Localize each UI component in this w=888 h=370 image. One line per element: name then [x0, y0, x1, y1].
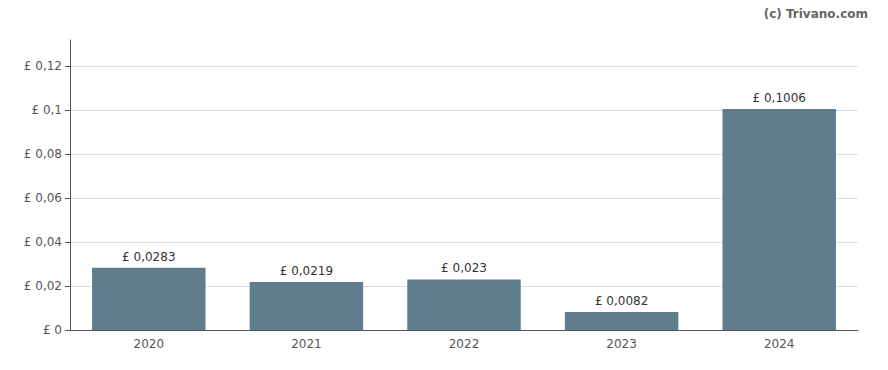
- svg-text:2023: 2023: [606, 337, 637, 351]
- svg-text:£ 0,0219: £ 0,0219: [280, 264, 333, 278]
- svg-text:£ 0,023: £ 0,023: [441, 261, 487, 275]
- svg-text:£ 0: £ 0: [43, 323, 62, 337]
- svg-text:2024: 2024: [764, 337, 795, 351]
- svg-text:(c) Trivano.com: (c) Trivano.com: [764, 7, 868, 21]
- svg-text:£ 0,1006: £ 0,1006: [752, 91, 805, 105]
- svg-text:£ 0,04: £ 0,04: [24, 235, 62, 249]
- svg-text:2021: 2021: [291, 337, 322, 351]
- svg-text:£ 0,0283: £ 0,0283: [122, 250, 175, 264]
- svg-text:£ 0,08: £ 0,08: [24, 147, 62, 161]
- svg-text:£ 0,1: £ 0,1: [31, 103, 62, 117]
- svg-text:£ 0,0082: £ 0,0082: [595, 294, 648, 308]
- svg-text:£ 0,06: £ 0,06: [24, 191, 62, 205]
- svg-text:2022: 2022: [449, 337, 480, 351]
- svg-text:£ 0,02: £ 0,02: [24, 279, 62, 293]
- svg-text:2020: 2020: [134, 337, 165, 351]
- svg-text:£ 0,12: £ 0,12: [24, 59, 62, 73]
